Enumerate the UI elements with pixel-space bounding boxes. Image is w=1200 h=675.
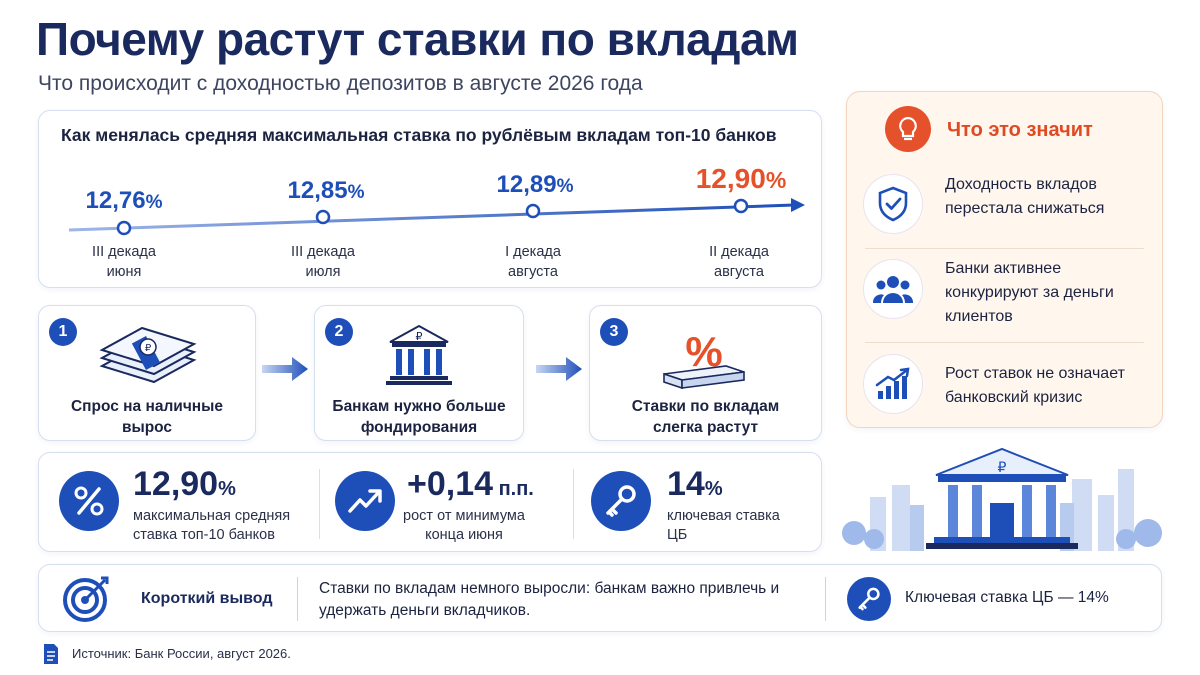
cash-stack-icon: ₽ bbox=[92, 322, 202, 393]
conclusion-key-rate: Ключевая ставка ЦБ — 14% bbox=[905, 589, 1109, 606]
stat-value-growth: +0,14 п.п. bbox=[407, 465, 534, 503]
divider bbox=[297, 577, 298, 621]
conclusion-card: Короткий вывод Ставки по вкладам немного… bbox=[38, 564, 1162, 632]
divider bbox=[319, 469, 320, 539]
divider bbox=[573, 469, 574, 539]
percent-icon bbox=[59, 471, 119, 531]
step-text: Банкам нужно больше фондирования bbox=[332, 398, 506, 436]
growth-chart-icon bbox=[863, 354, 923, 414]
step-card-2: 2 ₽ Банкам нужно больше фондирования bbox=[314, 305, 524, 441]
conclusion-text: Ставки по вкладам немного выросли: банка… bbox=[319, 580, 780, 619]
timeline-value-4: 12,90% bbox=[695, 163, 787, 194]
timeline-dot bbox=[116, 220, 132, 236]
key-stats-card: 12,90% максимальная средняя ставка топ-10… bbox=[38, 452, 822, 552]
document-icon bbox=[44, 644, 58, 664]
people-icon bbox=[863, 259, 923, 319]
stat-desc-key-rate: ключевая ставка ЦБ bbox=[667, 508, 780, 543]
timeline-label-4: II декада августа bbox=[709, 244, 769, 280]
step-text: Ставки по вкладам слегка растут bbox=[631, 398, 780, 436]
meaning-panel: Что это значит Доходность вкладов переста… bbox=[846, 91, 1163, 428]
meaning-title: Что это значит bbox=[947, 119, 1093, 141]
svg-text:₽: ₽ bbox=[145, 343, 152, 354]
step-number: 1 bbox=[49, 318, 77, 346]
page-title: Почему растут ставки по вкладам bbox=[36, 13, 799, 65]
meaning-item-3: Рост ставок не означает банковский кризис bbox=[945, 365, 1125, 406]
timeline-line bbox=[68, 198, 805, 236]
svg-text:₽: ₽ bbox=[998, 460, 1007, 476]
page-subtitle: Что происходит с доходностью депозитов в… bbox=[38, 72, 643, 95]
timeline-value-3: 12,89% bbox=[496, 171, 574, 198]
source-note: Источник: Банк России, август 2026. bbox=[72, 646, 291, 661]
percent-icon: % bbox=[658, 322, 754, 397]
bank-city-illustration: ₽ bbox=[842, 447, 1162, 551]
step-number: 3 bbox=[600, 318, 628, 346]
step-text: Спрос на наличные вырос bbox=[70, 398, 224, 436]
timeline-title: Как менялась средняя максимальная ставка… bbox=[61, 125, 777, 145]
divider bbox=[825, 577, 826, 621]
stat-value-key-rate: 14% bbox=[667, 465, 723, 503]
step-number: 2 bbox=[325, 318, 353, 346]
trend-up-icon bbox=[335, 471, 395, 531]
timeline-value-1: 12,76% bbox=[85, 187, 163, 214]
stat-desc-rate: максимальная средняя ставка топ-10 банков bbox=[133, 508, 291, 543]
svg-text:%: % bbox=[685, 328, 722, 375]
key-icon bbox=[847, 577, 891, 621]
timeline-label-3: I декада августа bbox=[505, 244, 561, 280]
step-card-1: 1 ₽ Спрос на наличные вырос bbox=[38, 305, 256, 441]
timeline-label-1: III декада июня bbox=[92, 244, 156, 280]
meaning-item-2: Банки активнее конкурируют за деньги клиен… bbox=[945, 260, 1114, 325]
timeline-dot bbox=[525, 203, 541, 219]
shield-check-icon bbox=[863, 174, 923, 234]
conclusion-title: Короткий вывод bbox=[141, 590, 273, 607]
target-icon bbox=[61, 574, 111, 624]
arrow-right-icon bbox=[536, 357, 582, 381]
timeline-card: Как менялась средняя максимальная ставка… bbox=[38, 110, 822, 288]
step-card-3: 3 % Ставки по вкладам слегка растут bbox=[589, 305, 822, 441]
stat-desc-growth: рост от минимума конца июня bbox=[403, 508, 525, 543]
svg-text:₽: ₽ bbox=[416, 330, 423, 343]
timeline-label-2: III декада июля bbox=[291, 244, 355, 280]
lightbulb-icon bbox=[885, 106, 931, 152]
key-icon bbox=[591, 471, 651, 531]
timeline-dot bbox=[733, 198, 749, 214]
stat-value-rate: 12,90% bbox=[133, 465, 236, 503]
arrow-right-icon bbox=[262, 357, 308, 381]
divider bbox=[865, 342, 1144, 343]
timeline-dot bbox=[315, 209, 331, 225]
bank-ruble-icon: ₽ bbox=[384, 322, 454, 393]
divider bbox=[865, 248, 1144, 249]
meaning-item-1: Доходность вкладов перестала снижаться bbox=[945, 176, 1105, 217]
timeline-value-2: 12,85% bbox=[287, 177, 365, 204]
